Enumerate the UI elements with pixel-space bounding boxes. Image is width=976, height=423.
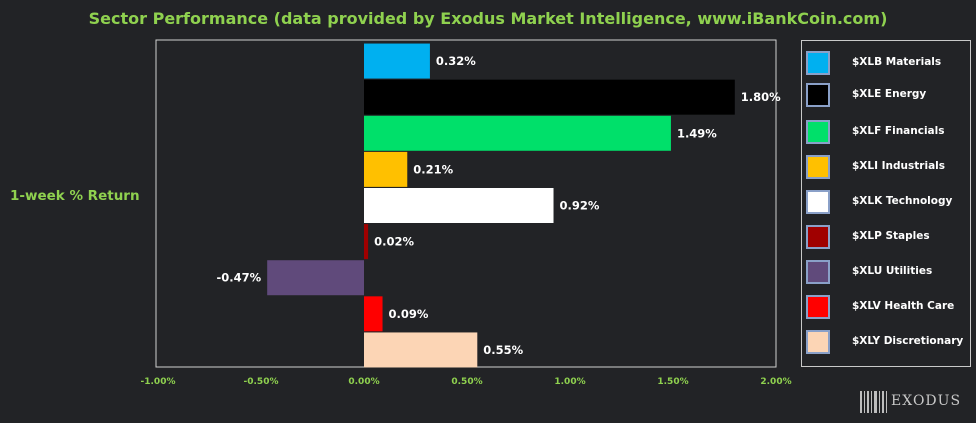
legend-item: $XLK Technology	[802, 190, 972, 216]
barcode-icon	[860, 391, 887, 413]
legend-item: $XLB Materials	[802, 51, 972, 77]
legend-swatch	[806, 120, 830, 144]
bar-xlp-staples	[364, 224, 369, 260]
y-axis-label: 1-week % Return	[10, 188, 140, 204]
legend-item: $XLU Utilities	[802, 260, 972, 286]
data-label: 0.21%	[413, 162, 453, 176]
data-label: 1.80%	[741, 90, 781, 104]
legend-label: $XLB Materials	[852, 56, 942, 68]
legend-label: $XLP Staples	[852, 230, 930, 242]
x-tick-label: -0.50%	[244, 377, 279, 387]
legend-item: $XLI Industrials	[802, 155, 972, 181]
legend-label: $XLU Utilities	[852, 265, 933, 277]
legend-swatch	[806, 330, 830, 354]
bar-xlb-materials	[364, 43, 430, 79]
data-label: 0.09%	[389, 307, 429, 321]
data-label: 0.02%	[374, 235, 414, 249]
legend-swatch	[806, 155, 830, 179]
brand-name: EXODUS	[891, 393, 962, 409]
x-tick-label: 0.50%	[451, 377, 482, 387]
legend-item: $XLP Staples	[802, 225, 972, 251]
legend-label: $XLK Technology	[852, 195, 953, 207]
legend-swatch	[806, 295, 830, 319]
x-tick-label: 0.00%	[348, 377, 379, 387]
legend-item: $XLE Energy	[802, 83, 972, 109]
legend-label: $XLE Energy	[852, 88, 927, 100]
legend-label: $XLY Discretionary	[852, 335, 964, 347]
bar-xlu-utilities	[267, 260, 364, 296]
x-tick-label: 1.00%	[554, 377, 585, 387]
bar-xlk-technology	[364, 188, 554, 223]
data-label: 0.55%	[483, 343, 523, 357]
bar-xli-industrials	[364, 151, 408, 187]
data-label: -0.47%	[217, 271, 262, 285]
x-tick-label: 1.50%	[657, 377, 688, 387]
bar-xle-energy	[364, 79, 735, 115]
legend-label: $XLV Health Care	[852, 300, 955, 312]
legend-item: $XLF Financials	[802, 120, 972, 146]
legend-swatch	[806, 51, 830, 75]
bar-chart: 0.32% 1.80% 1.49% 0.21% 0.92% 0.02% -0.47% 0.09…	[141, 39, 792, 387]
legend-label: $XLF Financials	[852, 125, 945, 137]
bar-xlf-financials	[364, 115, 671, 151]
data-label: 1.49%	[677, 126, 717, 140]
legend-swatch	[806, 225, 830, 249]
legend-swatch	[806, 190, 830, 214]
data-label: 0.32%	[436, 54, 476, 68]
bar-xlv-health-care	[364, 296, 383, 332]
legend-label: $XLI Industrials	[852, 160, 946, 172]
bar-xly-discretionary	[364, 332, 478, 368]
x-tick-label: -1.00%	[141, 377, 176, 387]
chart-title: Sector Performance (data provided by Exo…	[88, 9, 888, 28]
legend-item: $XLV Health Care	[802, 295, 972, 321]
x-axis-ticks: -1.00% -0.50% 0.00% 0.50% 1.00% 1.50% 2.00%	[141, 377, 792, 387]
legend: $XLB Materials $XLE Energy $XLF Financials…	[801, 40, 971, 367]
data-label: 0.92%	[560, 199, 600, 213]
exodus-logo: EXODUS	[859, 390, 969, 414]
legend-swatch	[806, 260, 830, 284]
legend-item: $XLY Discretionary	[802, 330, 972, 356]
bars-group: 0.32% 1.80% 1.49% 0.21% 0.92% 0.02% -0.47% 0.09…	[217, 43, 781, 368]
legend-swatch	[806, 83, 830, 107]
x-tick-label: 2.00%	[760, 377, 791, 387]
